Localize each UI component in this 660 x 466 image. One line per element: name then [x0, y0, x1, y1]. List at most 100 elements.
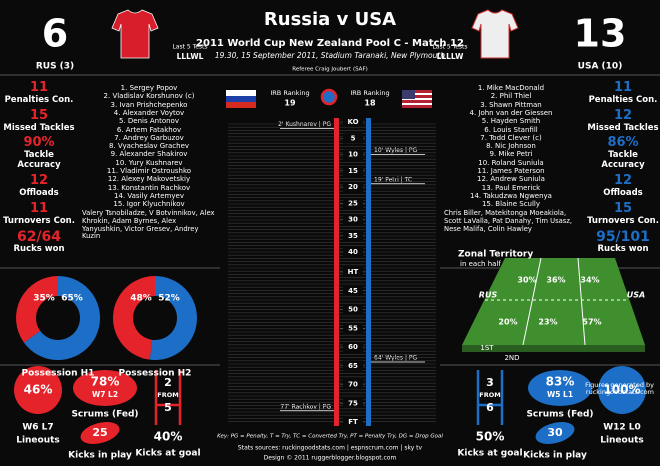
possession-label: Possession H2 — [119, 369, 192, 379]
stat-label: Tackle Accuracy — [17, 150, 61, 171]
player: 6. Louis Stanfill — [484, 125, 538, 134]
goal-made: 3 — [486, 376, 494, 389]
player: 4. Alexander Voytov — [113, 108, 185, 117]
stat-value: 12 — [29, 172, 49, 188]
player: 4. John van der Giessen — [469, 108, 553, 117]
goal-pct: 50% — [476, 430, 505, 444]
player: 7. Andrey Garbuzov — [114, 133, 184, 142]
player: 1. Sergey Popov — [120, 84, 178, 92]
team-name: RUS (3) — [36, 62, 74, 72]
zone-pct: 36% — [546, 276, 565, 285]
scrum-record: W7 L2 — [92, 390, 118, 399]
scrum-label: Scrums (Fed) — [71, 410, 138, 420]
player: 1. Mike MacDonald — [477, 84, 545, 92]
tick-label: 25 — [348, 199, 358, 207]
territory-team: USA — [627, 291, 645, 300]
player: 9. Alexander Shakirov — [110, 150, 188, 159]
player: 2. Phil Thiel — [490, 92, 532, 101]
zone-pct: 20% — [498, 318, 517, 327]
stat-label: Turnovers Con. — [587, 215, 659, 226]
territory-credit: Figures generated by ruckingoodstats.com — [585, 381, 654, 397]
stats-column: 11 Penalties Con. 15 Missed Tackles 90% Tackl… — [2, 80, 76, 255]
player: 13. Konstantin Rachkov — [107, 183, 191, 192]
possession-pct: 35% — [33, 294, 55, 304]
last5: LLLLW — [437, 52, 465, 61]
kicks-in-play: 30 — [547, 426, 563, 439]
stat-label: Tackle Accuracy — [601, 150, 645, 171]
goal-from: FROM — [479, 391, 500, 399]
tick-bg — [343, 214, 363, 225]
tick-label: HT — [348, 268, 359, 276]
tick-label: 65 — [348, 362, 358, 370]
tick-bg — [343, 398, 363, 409]
tick-bg — [343, 417, 363, 427]
russia-jersey — [111, 9, 159, 59]
possession-arc — [16, 276, 59, 343]
zone-pct: 57% — [582, 318, 601, 327]
possession-arc — [24, 276, 100, 361]
tick-label: FT — [348, 418, 358, 426]
goal-posts — [154, 370, 182, 425]
territory-subtitle: in each half — [460, 260, 501, 268]
scrum-icon — [528, 370, 592, 406]
player: 12. Alexey Makovetskiy — [107, 175, 191, 184]
player: 10. Yury Kushnarev — [115, 158, 183, 167]
stat-label: Offloads — [19, 187, 59, 198]
team-name: USA (10) — [578, 62, 623, 72]
event-label: 10' Wyles | PG — [374, 147, 418, 154]
referee: Referee Craig Joubert (SAF) — [292, 67, 368, 73]
stat-value: 15 — [613, 200, 633, 216]
player: 15. Igor Klyuchnikov — [113, 200, 185, 209]
scrum-pct: 78% — [91, 375, 120, 389]
tick-bg — [343, 117, 363, 127]
possession-arc — [149, 276, 198, 360]
player: 6. Artem Fatakhov — [116, 125, 182, 134]
kicks-in-play: 25 — [92, 426, 107, 439]
zone-pct: 30% — [517, 276, 536, 285]
irb: 19 — [284, 99, 296, 108]
player: 15. Blaine Scully — [481, 200, 541, 209]
player: 11. Vladimir Ostroushko — [106, 167, 192, 175]
player: 11. James Paterson — [477, 167, 545, 175]
lineout-icon — [598, 366, 646, 414]
tick-bg — [343, 133, 363, 144]
design: Design © 2011 ruggerblogger.blogspot.com — [264, 455, 397, 462]
zone-pct: 34% — [580, 276, 599, 285]
usa-time-bar — [366, 118, 371, 426]
possession-arc — [113, 276, 155, 360]
irb-label: IRB Ranking — [270, 89, 309, 97]
tick-label: 15 — [348, 167, 358, 175]
stat-value: 15 — [29, 107, 49, 123]
tick-bg — [343, 379, 363, 390]
usa-jersey — [471, 9, 519, 59]
goal-posts — [476, 370, 504, 425]
tick-label: 50 — [348, 306, 358, 314]
tick-label: KO — [347, 118, 358, 126]
stat-label: Penalties Con. — [588, 94, 658, 105]
lineout-label: Lineouts — [16, 436, 60, 446]
irb-label: IRB Ranking — [350, 89, 389, 97]
lineout-record: W6 L7 — [22, 423, 53, 433]
last5-label: Last 5 Tests — [172, 44, 207, 51]
ball-icon — [535, 422, 575, 444]
tick-bg — [343, 342, 363, 352]
player: 14. Vasily Artemyev — [114, 191, 184, 200]
tick-label: 45 — [348, 287, 358, 295]
irb: 18 — [364, 99, 376, 108]
half-label: 1ST — [480, 344, 494, 352]
subs: Chris Biller, Matekitonga Moeakiola, Sco… — [444, 209, 573, 233]
possession-pct: 48% — [130, 294, 152, 304]
stat-label: Rucks won — [13, 244, 65, 255]
tick-bg — [343, 304, 363, 315]
event-label: 64' Wyles | PG — [374, 355, 418, 362]
tick-label: 10 — [348, 151, 358, 159]
lineout-pct: 100% — [603, 383, 640, 397]
player: 7. Todd Clever (c) — [480, 133, 542, 142]
pitch — [462, 257, 645, 352]
stat-label: Penalties Con. — [4, 94, 74, 105]
last5-label: Last 5 Tests — [432, 44, 467, 51]
tick-label: 60 — [348, 343, 358, 351]
tick-label: 20 — [348, 183, 358, 191]
